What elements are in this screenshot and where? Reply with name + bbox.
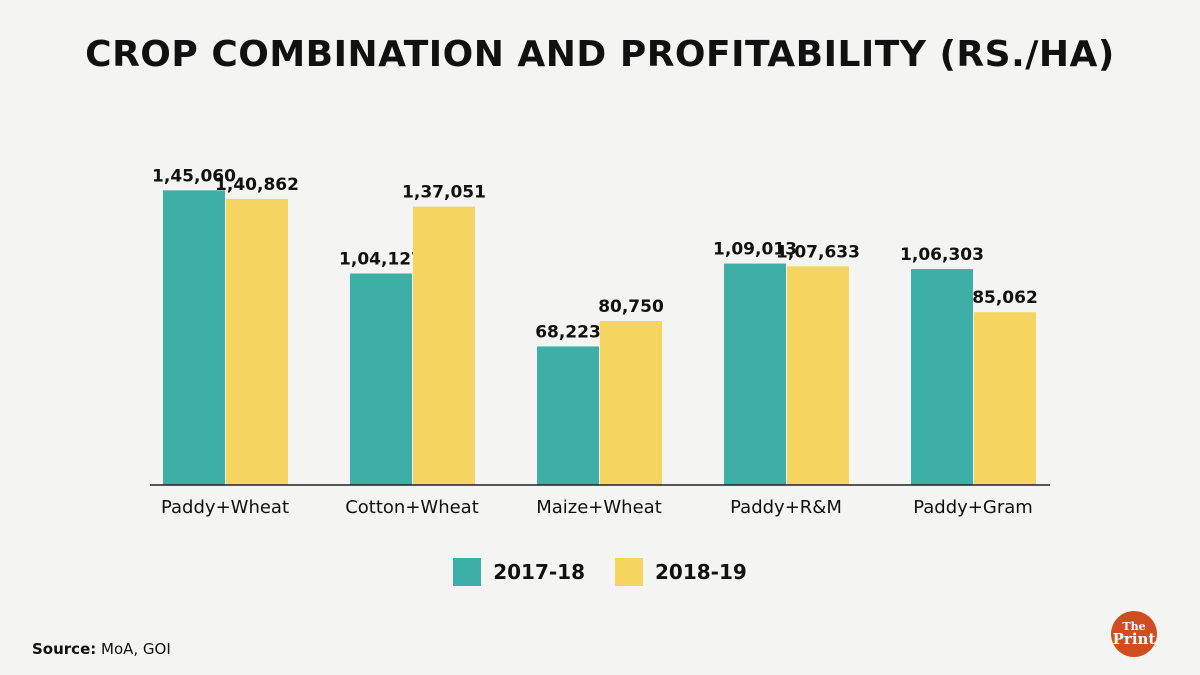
bar: [724, 263, 786, 485]
legend-label: 2017-18: [493, 560, 585, 584]
data-label: 1,04,127: [339, 249, 423, 269]
category-label: Cotton+Wheat: [345, 497, 479, 518]
chart-title: CROP COMBINATION AND PROFITABILITY (RS./…: [85, 34, 1115, 75]
category-label: Maize+Wheat: [536, 497, 662, 518]
data-label: 1,45,060: [152, 166, 236, 186]
bar: [226, 198, 288, 485]
data-label: 1,37,051: [402, 183, 486, 203]
data-label: 1,06,303: [900, 245, 984, 265]
legend-swatch: [615, 558, 643, 586]
source-label: Source:: [32, 640, 97, 658]
legend-item-2017-18: 2017-18: [453, 558, 585, 586]
data-label: 1,07,633: [776, 242, 860, 262]
source-text: MoA, GOI: [96, 640, 171, 658]
data-label: 1,40,862: [215, 175, 299, 195]
bar: [600, 320, 662, 485]
category-label: Paddy+Gram: [913, 497, 1033, 518]
legend-label: 2018-19: [655, 560, 747, 584]
data-label: 68,223: [535, 322, 601, 342]
data-label: 80,750: [598, 297, 664, 317]
legend-item-2018-19: 2018-19: [615, 558, 747, 586]
bar: [787, 266, 849, 485]
bar: [350, 273, 412, 485]
source-note: Source: MoA, GOI: [32, 640, 171, 658]
data-label: 1,09,013: [713, 240, 797, 260]
theprint-logo: The Print: [1111, 611, 1157, 657]
bar: [413, 206, 475, 485]
legend-swatch: [453, 558, 482, 586]
data-label: 85,062: [972, 288, 1038, 308]
bar: [974, 312, 1036, 485]
category-label: Paddy+R&M: [730, 497, 842, 518]
legend: 2017-18 2018-19: [0, 558, 1200, 586]
bar: [163, 190, 225, 486]
bar: [537, 346, 599, 485]
bar: [911, 269, 973, 485]
category-label: Paddy+Wheat: [161, 497, 289, 518]
